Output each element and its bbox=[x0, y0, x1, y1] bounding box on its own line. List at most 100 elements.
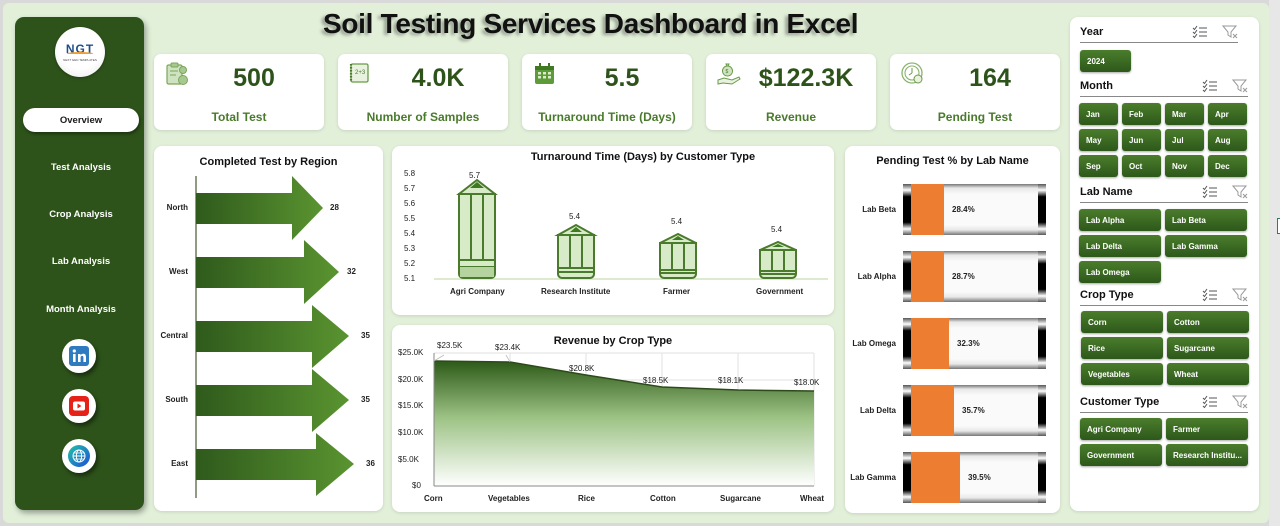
customer-chip[interactable]: Research Institu... bbox=[1166, 444, 1248, 466]
kpi-turnaround-time: 5.5 Turnaround Time (Days) bbox=[522, 54, 692, 130]
clock-icon bbox=[901, 62, 923, 84]
data-label: $23.4K bbox=[495, 343, 521, 352]
bar-lab-delta bbox=[903, 385, 1046, 436]
region-label: West bbox=[169, 267, 188, 276]
x-label: Vegetables bbox=[488, 494, 530, 503]
customer-chip[interactable]: Farmer bbox=[1166, 418, 1248, 440]
month-chip[interactable]: Mar bbox=[1165, 103, 1204, 125]
clear-filter-icon[interactable] bbox=[1232, 288, 1248, 302]
nav-lab-analysis[interactable]: Lab Analysis bbox=[51, 255, 111, 267]
month-chip[interactable]: Jul bbox=[1165, 129, 1204, 151]
slicer-title: Lab Name bbox=[1080, 186, 1133, 198]
lab-chip[interactable]: Lab Omega bbox=[1079, 261, 1161, 283]
month-chip[interactable]: Nov bbox=[1165, 155, 1204, 177]
youtube-button[interactable] bbox=[62, 389, 96, 423]
x-label: Cotton bbox=[650, 494, 676, 503]
lab-chip[interactable]: Lab Beta bbox=[1165, 209, 1247, 231]
y-tick: $0 bbox=[412, 481, 421, 490]
crop-chip[interactable]: Rice bbox=[1081, 337, 1163, 359]
kpi-value: 4.0K bbox=[411, 64, 465, 92]
x-label: Rice bbox=[578, 494, 595, 503]
clear-filter-icon[interactable] bbox=[1222, 25, 1238, 39]
month-chip[interactable]: Oct bbox=[1122, 155, 1161, 177]
data-label: 35 bbox=[361, 395, 370, 404]
year-2024-chip[interactable]: 2024 bbox=[1080, 50, 1131, 72]
nav-crop-analysis[interactable]: Crop Analysis bbox=[49, 208, 113, 220]
chart-title: Pending Test % by Lab Name bbox=[876, 155, 1029, 167]
slicer-customer-header: Customer Type bbox=[1080, 393, 1248, 413]
money-hand-icon: $ bbox=[717, 63, 741, 85]
kpi-pending-test: 164 Pending Test bbox=[890, 54, 1060, 130]
x-label: Corn bbox=[424, 494, 443, 503]
chart-title: Turnaround Time (Days) by Customer Type bbox=[530, 151, 756, 163]
linkedin-icon bbox=[69, 346, 89, 366]
multi-select-icon[interactable] bbox=[1202, 288, 1218, 302]
cell-cursor bbox=[1277, 218, 1280, 234]
bar-east bbox=[196, 433, 354, 496]
month-chip[interactable]: Feb bbox=[1122, 103, 1161, 125]
chart-turnaround-by-customer: Turnaround Time (Days) by Customer Type … bbox=[392, 146, 834, 315]
excel-scroll-edge bbox=[1269, 0, 1280, 526]
month-chip[interactable]: Sep bbox=[1079, 155, 1118, 177]
bar-lab-omega bbox=[903, 318, 1046, 369]
multi-select-icon[interactable] bbox=[1202, 185, 1218, 199]
y-tick: 5.1 bbox=[404, 274, 416, 283]
y-tick: 5.4 bbox=[404, 229, 416, 238]
month-chip[interactable]: May bbox=[1079, 129, 1118, 151]
logo: NGT NEXT GEN TEMPLATES bbox=[55, 27, 105, 77]
y-tick: 5.5 bbox=[404, 214, 416, 223]
crop-chip[interactable]: Corn bbox=[1081, 311, 1163, 333]
lab-label: Lab Alpha bbox=[857, 272, 896, 281]
bar-lab-beta bbox=[903, 184, 1046, 235]
month-chip[interactable]: Dec bbox=[1208, 155, 1247, 177]
customer-chip[interactable]: Government bbox=[1080, 444, 1162, 466]
slicer-month-header: Month bbox=[1080, 77, 1248, 97]
clear-filter-icon[interactable] bbox=[1232, 185, 1248, 199]
x-label: Wheat bbox=[800, 494, 824, 503]
page-title: Soil Testing Services Dashboard in Excel bbox=[323, 8, 859, 39]
svg-text:2+3: 2+3 bbox=[355, 70, 366, 76]
chart-revenue-by-crop: Revenue by Crop Type $25.0K $20.0K $15.0… bbox=[392, 325, 834, 512]
multi-select-icon[interactable] bbox=[1202, 79, 1218, 93]
slicer-year-header: Year bbox=[1080, 23, 1238, 43]
logo-subtext: NEXT GEN TEMPLATES bbox=[63, 58, 97, 62]
nav-month-analysis[interactable]: Month Analysis bbox=[46, 303, 116, 315]
nav-overview[interactable]: Overview bbox=[23, 108, 139, 132]
y-tick: 5.6 bbox=[404, 199, 416, 208]
lab-chip[interactable]: Lab Alpha bbox=[1079, 209, 1161, 231]
clear-filter-icon[interactable] bbox=[1232, 395, 1248, 409]
crop-chip[interactable]: Cotton bbox=[1167, 311, 1249, 333]
kpi-label: Total Test bbox=[211, 110, 267, 124]
data-label: 28.7% bbox=[952, 272, 975, 281]
slicer-title: Year bbox=[1080, 26, 1104, 38]
x-label: Research Institute bbox=[541, 287, 611, 296]
crop-chip[interactable]: Vegetables bbox=[1081, 363, 1163, 385]
y-tick: 5.7 bbox=[404, 184, 416, 193]
lab-chip[interactable]: Lab Gamma bbox=[1165, 235, 1247, 257]
crop-chip[interactable]: Sugarcane bbox=[1167, 337, 1249, 359]
crop-chip[interactable]: Wheat bbox=[1167, 363, 1249, 385]
kpi-value: $122.3K bbox=[758, 64, 854, 92]
data-label: 5.4 bbox=[569, 212, 581, 221]
month-chip[interactable]: Apr bbox=[1208, 103, 1247, 125]
multi-select-icon[interactable] bbox=[1192, 25, 1208, 39]
pencil-bars bbox=[434, 178, 828, 280]
month-chip[interactable]: Jun bbox=[1122, 129, 1161, 151]
lab-chip[interactable]: Lab Delta bbox=[1079, 235, 1161, 257]
website-button[interactable] bbox=[62, 439, 96, 473]
clear-filter-icon[interactable] bbox=[1232, 79, 1248, 93]
slicer-panel: Year 2024 Month Jan Feb Mar Apr May Jun … bbox=[1070, 17, 1259, 511]
data-label: $23.5K bbox=[437, 341, 463, 350]
month-chip[interactable]: Jan bbox=[1079, 103, 1118, 125]
y-tick: 5.8 bbox=[404, 169, 416, 178]
month-chip[interactable]: Aug bbox=[1208, 129, 1247, 151]
nav-test-analysis[interactable]: Test Analysis bbox=[50, 161, 112, 173]
x-label: Farmer bbox=[663, 287, 691, 296]
battery-bars bbox=[903, 184, 1046, 503]
x-label: Agri Company bbox=[450, 287, 505, 296]
data-label: 28.4% bbox=[952, 205, 975, 214]
customer-chip[interactable]: Agri Company bbox=[1080, 418, 1162, 440]
linkedin-button[interactable] bbox=[62, 339, 96, 373]
multi-select-icon[interactable] bbox=[1202, 395, 1218, 409]
data-label: 28 bbox=[330, 203, 339, 212]
